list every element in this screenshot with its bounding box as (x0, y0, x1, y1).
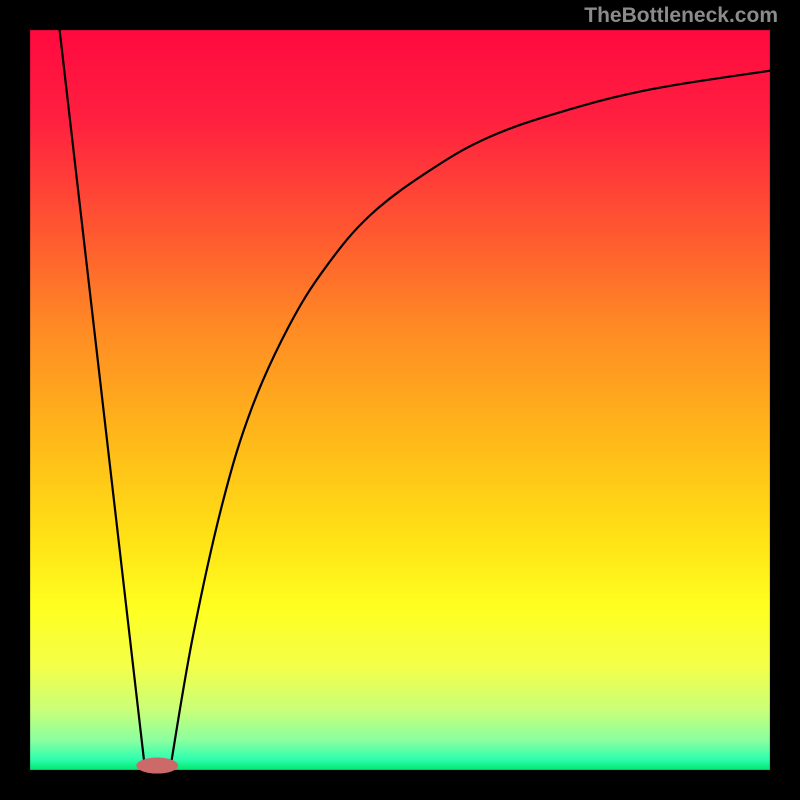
curve-left-line (60, 30, 145, 766)
valley-marker (136, 758, 178, 774)
chart-curves (0, 0, 800, 800)
frame-border (770, 0, 800, 800)
frame-border (0, 0, 30, 800)
watermark-label: TheBottleneck.com (584, 4, 778, 28)
curve-right-asymptote (171, 71, 770, 767)
frame-border (0, 770, 800, 800)
